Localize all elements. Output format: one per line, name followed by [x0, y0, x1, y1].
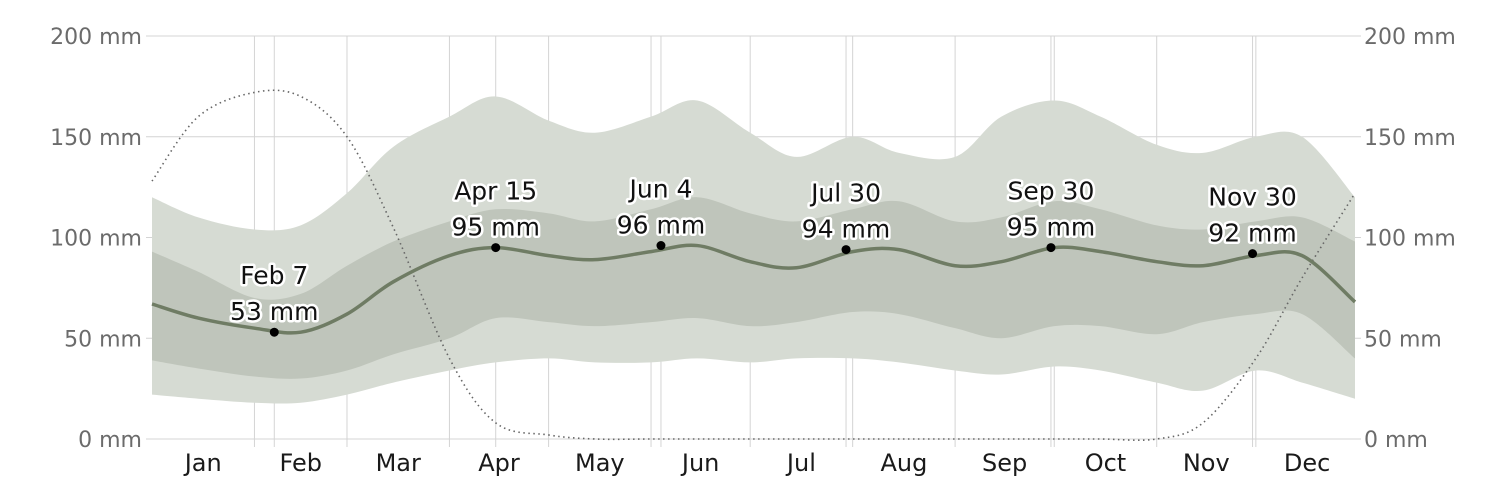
- month-label-jul: Jul: [785, 449, 816, 477]
- annotations: Feb 7 53 mm Apr 15 95 mm Jun 4 96 mm Jul 30 94 …: [228, 172, 1299, 337]
- annotation-value-4: 95 mm: [1007, 213, 1095, 242]
- month-label-apr: Apr: [478, 449, 520, 477]
- annotation-date-0: Feb 7: [240, 261, 308, 290]
- annotation-marker-5: [1248, 249, 1258, 259]
- y-tick-left-4: 200 mm: [50, 25, 142, 50]
- y-tick-left-2: 100 mm: [50, 227, 142, 252]
- month-label-jun: Jun: [680, 449, 720, 477]
- annotation-marker-4: [1046, 243, 1056, 253]
- annotation-date-1: Apr 15: [454, 177, 537, 206]
- y-tick-right-0: 0 mm: [1364, 428, 1428, 453]
- annotation-date-3: Jul 30: [809, 179, 881, 208]
- annotation-date-5: Nov 30: [1208, 183, 1297, 212]
- y-tick-left-1: 50 mm: [64, 327, 142, 352]
- month-label-mar: Mar: [376, 449, 421, 477]
- annotation-marker-0: [269, 327, 279, 337]
- annotation-marker-2: [656, 241, 666, 251]
- y-axis-right: 0 mm 50 mm 100 mm 150 mm 200 mm: [1364, 25, 1456, 453]
- annotation-value-1: 95 mm: [451, 213, 539, 242]
- x-axis-months: Jan Feb Mar Apr May Jun Jul Aug Sep Oct Nov Dec: [183, 449, 1331, 477]
- annotation-value-3: 94 mm: [802, 215, 890, 244]
- month-label-aug: Aug: [880, 449, 927, 477]
- annotation-value-0: 53 mm: [230, 297, 318, 326]
- annotation-date-4: Sep 30: [1007, 177, 1094, 206]
- series-lines: [151, 89, 1357, 441]
- annotation-value-5: 92 mm: [1208, 219, 1296, 248]
- annotation-date-2: Jun 4: [628, 175, 693, 204]
- month-label-nov: Nov: [1183, 449, 1230, 477]
- annotation-value-2: 96 mm: [617, 211, 705, 240]
- y-tick-left-0: 0 mm: [78, 428, 142, 453]
- y-tick-right-2: 100 mm: [1364, 227, 1456, 252]
- precipitation-bands: [152, 96, 1355, 404]
- month-label-feb: Feb: [279, 449, 322, 477]
- y-tick-right-1: 50 mm: [1364, 327, 1442, 352]
- month-label-oct: Oct: [1085, 449, 1127, 477]
- band-inner: [152, 197, 1355, 379]
- month-label-jan: Jan: [183, 449, 222, 477]
- annotation-marker-1: [491, 243, 501, 253]
- y-tick-right-4: 200 mm: [1364, 25, 1456, 50]
- month-label-dec: Dec: [1284, 449, 1330, 477]
- month-label-may: May: [575, 449, 625, 477]
- y-tick-left-3: 150 mm: [50, 126, 142, 151]
- month-label-sep: Sep: [982, 449, 1027, 477]
- annotation-marker-3: [841, 245, 851, 255]
- median-line: [151, 243, 1357, 335]
- y-tick-right-3: 150 mm: [1364, 126, 1456, 151]
- y-axis-left: 0 mm 50 mm 100 mm 150 mm 200 mm: [50, 25, 142, 453]
